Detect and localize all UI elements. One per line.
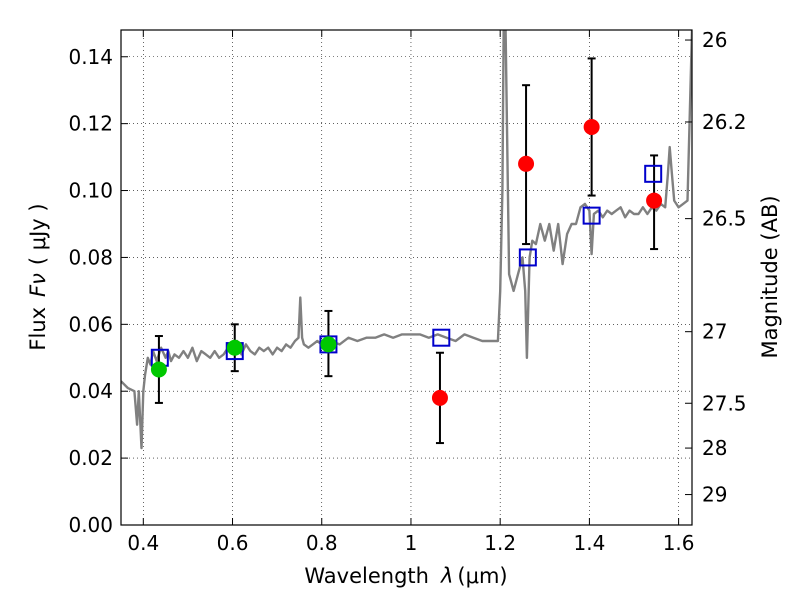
x-tick-label: 0.6 bbox=[217, 531, 249, 555]
right-tick-label: 26 bbox=[702, 28, 727, 52]
right-tick-label: 26.2 bbox=[702, 110, 747, 134]
spectrum-group bbox=[121, 30, 692, 450]
nir-data-point bbox=[431, 389, 448, 406]
optical-data-point bbox=[320, 336, 337, 353]
nir-data-point bbox=[583, 118, 600, 135]
y-tick-label: 0.10 bbox=[68, 179, 113, 203]
x-tick-label: 1 bbox=[405, 531, 418, 555]
y-tick-label: 0.12 bbox=[68, 112, 113, 136]
spectrum-line bbox=[121, 30, 692, 450]
y-axis-label: FluxFν( μJy ) bbox=[26, 203, 50, 350]
model-square-marker bbox=[644, 164, 663, 183]
y-tick-label: 0.00 bbox=[68, 513, 113, 537]
plot-area bbox=[121, 30, 692, 525]
y-tick-label: 0.14 bbox=[68, 45, 113, 69]
right-tick-label: 28 bbox=[702, 436, 727, 460]
right-tick-label: 27 bbox=[702, 320, 727, 344]
right-tick-labels: 26 26.2 26.5 27 27.5 28 29 bbox=[702, 28, 747, 507]
x-tick-label: 1.6 bbox=[663, 531, 695, 555]
model-square-marker bbox=[518, 248, 537, 267]
y-tick-label: 0.06 bbox=[68, 312, 113, 336]
right-tick-label: 27.5 bbox=[702, 391, 747, 415]
right-tick-label: 26.5 bbox=[702, 207, 747, 231]
model-square-marker bbox=[432, 328, 451, 347]
x-tick-label: 0.8 bbox=[306, 531, 338, 555]
x-axis-label: Wavelength λ (μm) bbox=[304, 564, 507, 588]
marker-group bbox=[150, 118, 663, 406]
nir-data-point bbox=[518, 155, 535, 172]
model-square-marker bbox=[582, 206, 601, 225]
optical-data-point bbox=[226, 339, 243, 356]
grid bbox=[121, 30, 692, 526]
plot-frame bbox=[120, 29, 693, 526]
y-tick-label: 0.02 bbox=[68, 446, 113, 470]
y-tick-label: 0.08 bbox=[68, 245, 113, 269]
y-tick-labels: 0.00 0.02 0.04 0.06 0.08 0.10 0.12 0.14 bbox=[68, 45, 113, 537]
optical-data-point bbox=[150, 361, 167, 378]
right-axis-label: Magnitude (AB) bbox=[758, 195, 782, 358]
x-tick-label: 0.4 bbox=[127, 531, 159, 555]
nir-data-point bbox=[646, 192, 663, 209]
y-tick-label: 0.04 bbox=[68, 379, 113, 403]
axis-ticks bbox=[121, 30, 692, 526]
right-tick-label: 29 bbox=[702, 483, 727, 507]
x-tick-labels: 0.4 0.6 0.8 1 1.2 1.4 1.6 bbox=[127, 531, 694, 555]
x-tick-label: 1.2 bbox=[484, 531, 516, 555]
x-tick-label: 1.4 bbox=[573, 531, 605, 555]
